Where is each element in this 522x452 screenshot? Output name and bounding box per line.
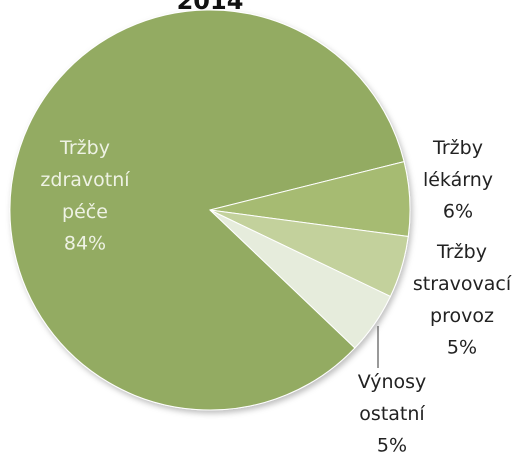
- pie-slice: [9, 9, 405, 411]
- pie: [9, 9, 411, 411]
- slice-label: Tržby zdravotní péče: [40, 137, 130, 223]
- pie-slice: [209, 209, 392, 349]
- value-label: 5%: [447, 337, 477, 359]
- slice-label: Tržby lékárny: [423, 137, 493, 191]
- slice-label: Výnosy ostatní: [358, 371, 427, 425]
- slice-label: Tržby stravovací provoz: [413, 241, 512, 327]
- value-label: 5%: [377, 435, 407, 452]
- value-label: 84%: [64, 233, 106, 255]
- value-label: 6%: [443, 201, 473, 223]
